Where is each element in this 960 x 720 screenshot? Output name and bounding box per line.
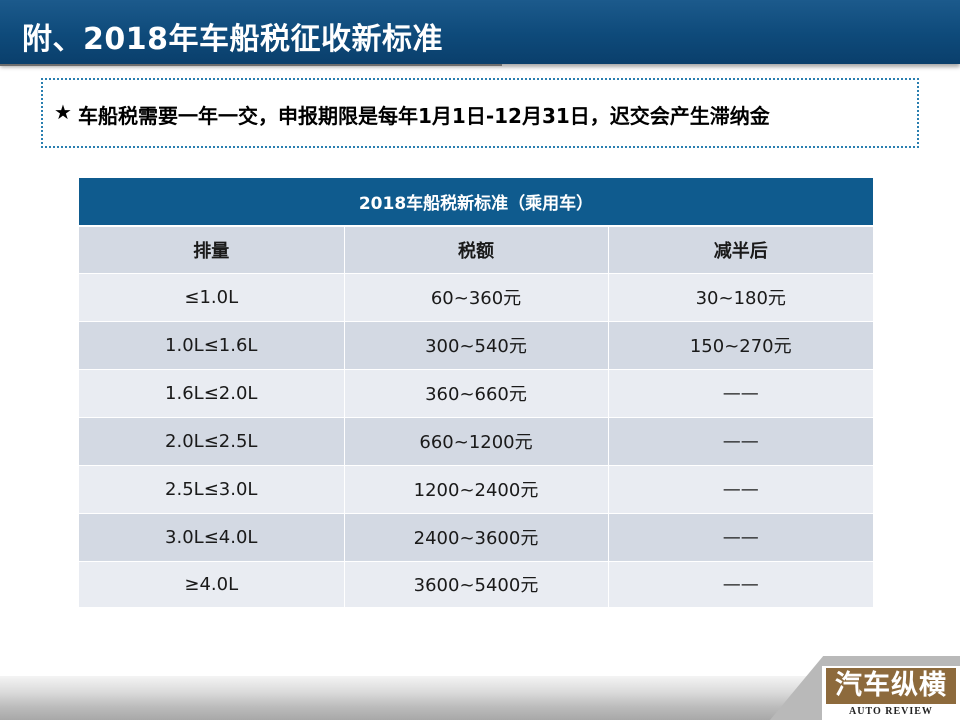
title-bar: 附、2018年车船税征收新标准 bbox=[0, 0, 960, 64]
star-icon: ★ bbox=[54, 100, 72, 124]
cell-displacement: 2.0L≤2.5L bbox=[79, 417, 345, 466]
logo: 汽车纵横 AUTO REVIEW bbox=[822, 666, 960, 720]
tax-table: 2018车船税新标准（乘用车） 排量 税额 减半后 ≤1.0L 60~360元 … bbox=[79, 178, 873, 608]
cell-displacement: 1.0L≤1.6L bbox=[79, 321, 345, 370]
cell-tax-amount: 60~360元 bbox=[344, 273, 609, 322]
table-row: ≥4.0L 3600~5400元 —— bbox=[79, 561, 873, 608]
cell-displacement: 1.6L≤2.0L bbox=[79, 369, 345, 418]
cell-tax-amount: 660~1200元 bbox=[344, 417, 609, 466]
table-row: 3.0L≤4.0L 2400~3600元 —— bbox=[79, 513, 873, 562]
table-row: 1.6L≤2.0L 360~660元 —— bbox=[79, 369, 873, 418]
table-row: ≤1.0L 60~360元 30~180元 bbox=[79, 273, 873, 322]
table-caption: 2018车船税新标准（乘用车） bbox=[79, 178, 873, 227]
cell-tax-amount: 2400~3600元 bbox=[344, 513, 609, 562]
table-caption-row: 2018车船税新标准（乘用车） bbox=[79, 178, 873, 227]
cell-displacement: 3.0L≤4.0L bbox=[79, 513, 345, 562]
table-row: 2.5L≤3.0L 1200~2400元 —— bbox=[79, 465, 873, 514]
logo-sub-text: AUTO REVIEW bbox=[849, 706, 933, 717]
title-underline bbox=[0, 64, 502, 66]
logo-main-text: 汽车纵横 bbox=[826, 668, 956, 704]
cell-halved: —— bbox=[608, 369, 873, 418]
table-row: 1.0L≤1.6L 300~540元 150~270元 bbox=[79, 321, 873, 370]
cell-halved: —— bbox=[608, 417, 873, 466]
cell-halved: 30~180元 bbox=[608, 273, 873, 322]
cell-halved: —— bbox=[608, 465, 873, 514]
table-header-row: 排量 税额 减半后 bbox=[79, 226, 873, 274]
header-halved: 减半后 bbox=[608, 226, 873, 274]
cell-displacement: ≥4.0L bbox=[79, 561, 345, 608]
slide-title: 附、2018年车船税征收新标准 bbox=[22, 22, 443, 57]
cell-displacement: ≤1.0L bbox=[79, 273, 345, 322]
cell-tax-amount: 300~540元 bbox=[344, 321, 609, 370]
cell-tax-amount: 360~660元 bbox=[344, 369, 609, 418]
cell-halved: —— bbox=[608, 561, 873, 608]
table-row: 2.0L≤2.5L 660~1200元 —— bbox=[79, 417, 873, 466]
header-tax-amount: 税额 bbox=[344, 226, 609, 274]
cell-tax-amount: 1200~2400元 bbox=[344, 465, 609, 514]
cell-tax-amount: 3600~5400元 bbox=[344, 561, 609, 608]
notice-box: ★ 车船税需要一年一交，申报期限是每年1月1日-12月31日，迟交会产生滞纳金 bbox=[41, 78, 919, 148]
header-displacement: 排量 bbox=[79, 226, 345, 274]
cell-halved: —— bbox=[608, 513, 873, 562]
notice-text: 车船税需要一年一交，申报期限是每年1月1日-12月31日，迟交会产生滞纳金 bbox=[78, 104, 770, 128]
cell-displacement: 2.5L≤3.0L bbox=[79, 465, 345, 514]
cell-halved: 150~270元 bbox=[608, 321, 873, 370]
